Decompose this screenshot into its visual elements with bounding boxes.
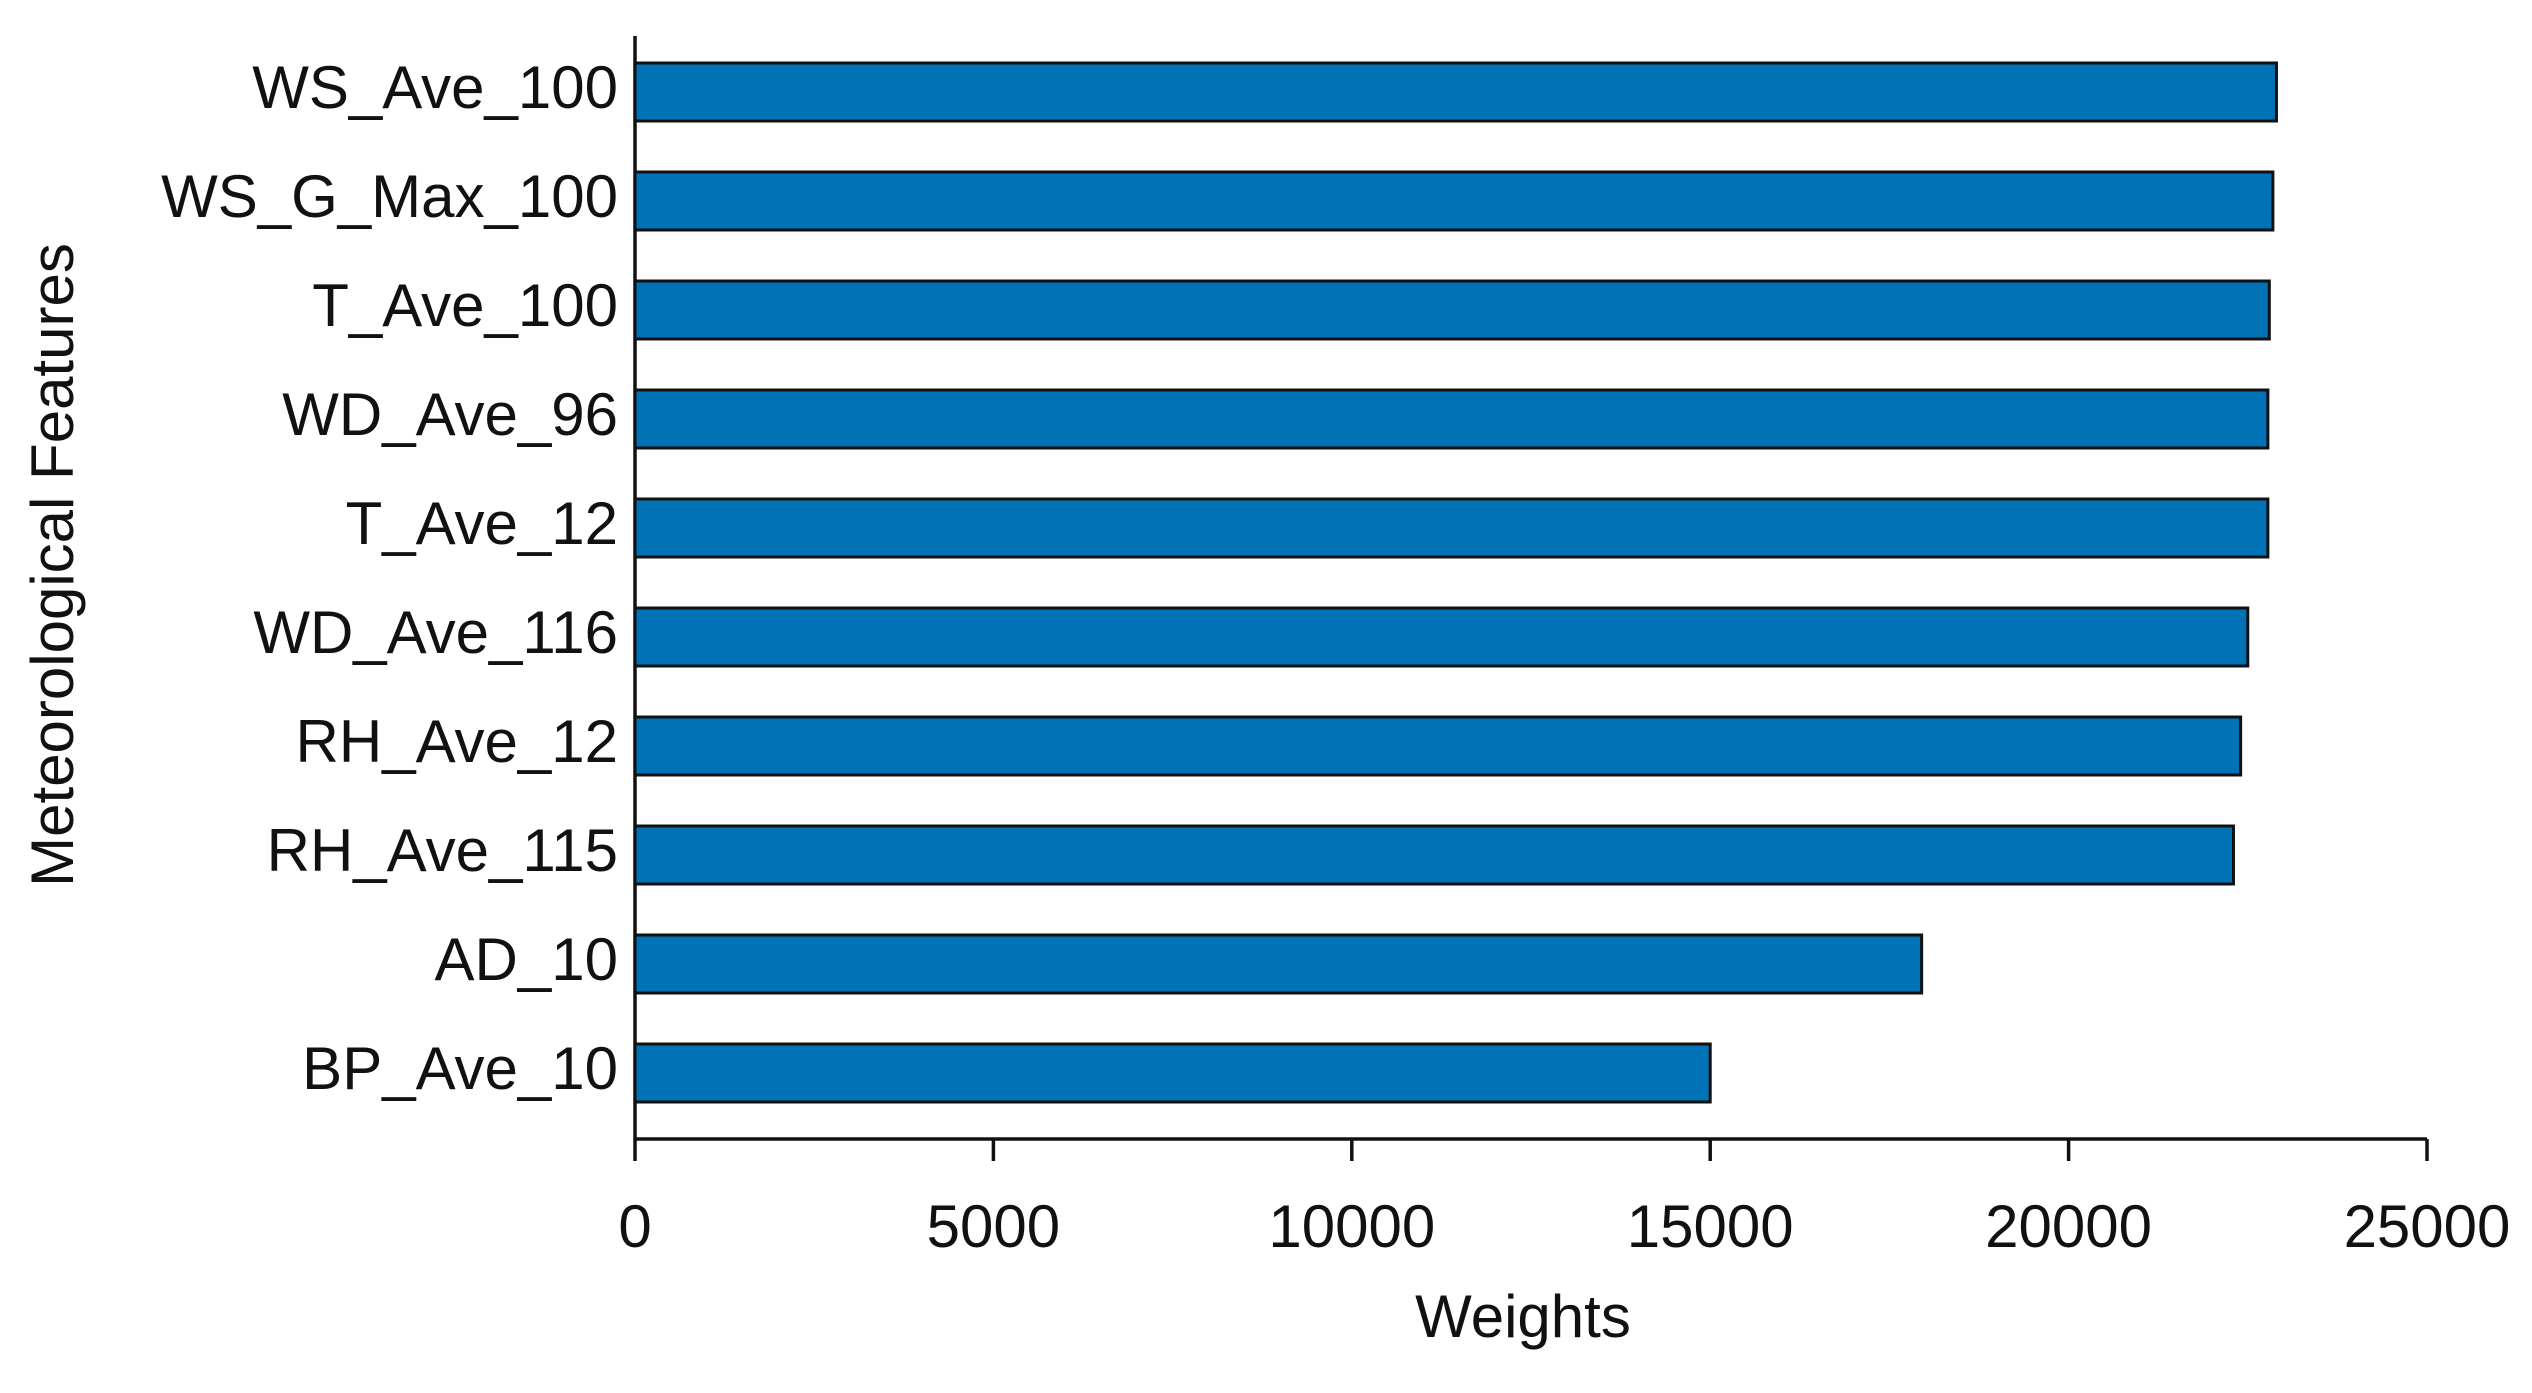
y-axis-label: Meteorological Features [19,243,86,887]
y-tick-label: WS_Ave_100 [252,54,618,121]
y-tick-label: WS_G_Max_100 [161,163,618,230]
y-tick-label: T_Ave_12 [346,490,618,557]
bar [633,715,2243,777]
y-tick-label: BP_Ave_10 [302,1035,618,1102]
x-tick-label: 15000 [1627,1193,1794,1260]
bar [633,170,2275,232]
bar [633,824,2235,886]
x-tick-label: 5000 [927,1193,1060,1260]
y-tick-label: WD_Ave_116 [253,599,618,666]
y-tick-label: RH_Ave_115 [267,817,618,884]
bar [633,388,2270,450]
bar [633,497,2270,559]
x-tick-label: 20000 [1985,1193,2152,1260]
x-tick-label: 25000 [2344,1193,2511,1260]
bar [633,61,2278,123]
y-tick-label: WD_Ave_96 [282,381,618,448]
bar [633,606,2250,668]
bar [633,279,2271,341]
x-tick-label: 10000 [1268,1193,1435,1260]
y-tick-label: T_Ave_100 [312,272,618,339]
y-tick-label: AD_10 [435,926,618,993]
bar [633,933,1924,995]
x-tick-label: 0 [618,1193,651,1260]
bar [633,1042,1712,1104]
y-tick-label: RH_Ave_12 [296,708,618,775]
x-axis-label: Weights [1415,1283,1631,1350]
